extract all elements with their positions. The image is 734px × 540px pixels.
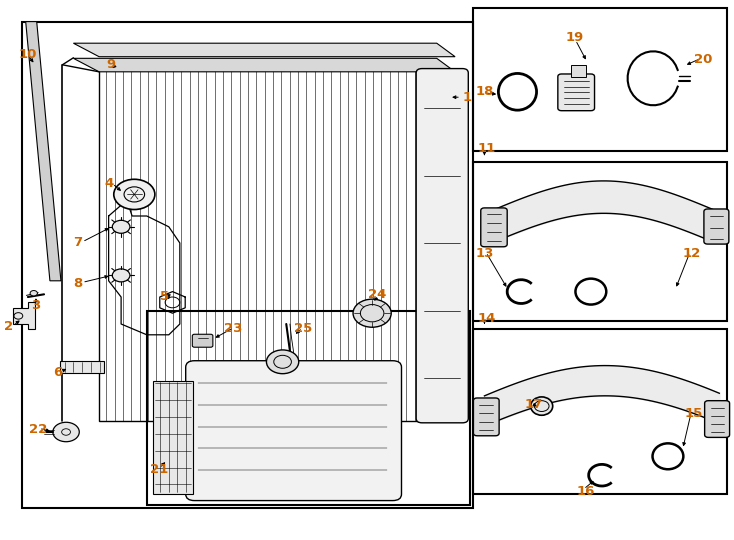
FancyBboxPatch shape xyxy=(705,401,730,437)
Bar xyxy=(473,8,727,151)
Circle shape xyxy=(353,299,391,327)
Text: 16: 16 xyxy=(576,485,595,498)
Text: 14: 14 xyxy=(477,312,495,325)
Text: 23: 23 xyxy=(224,322,242,335)
Text: 6: 6 xyxy=(54,366,63,379)
Text: 5: 5 xyxy=(160,291,169,303)
Polygon shape xyxy=(26,22,61,281)
Text: 9: 9 xyxy=(106,58,115,71)
Bar xyxy=(60,361,104,373)
Bar xyxy=(147,310,470,505)
Circle shape xyxy=(30,291,37,296)
FancyBboxPatch shape xyxy=(481,208,507,247)
Ellipse shape xyxy=(531,397,553,415)
Text: 10: 10 xyxy=(18,48,37,60)
Bar xyxy=(99,70,422,421)
Bar xyxy=(473,329,727,494)
Text: 19: 19 xyxy=(565,31,584,44)
Bar xyxy=(22,22,473,508)
FancyBboxPatch shape xyxy=(558,74,595,111)
Text: 11: 11 xyxy=(477,142,495,155)
Text: 7: 7 xyxy=(73,237,82,249)
FancyBboxPatch shape xyxy=(704,209,729,244)
Text: 25: 25 xyxy=(294,322,312,335)
Text: 24: 24 xyxy=(368,288,387,301)
Text: 21: 21 xyxy=(150,463,169,476)
Polygon shape xyxy=(73,58,455,72)
Text: 1: 1 xyxy=(462,91,471,104)
Polygon shape xyxy=(73,43,455,57)
FancyBboxPatch shape xyxy=(416,69,468,423)
Circle shape xyxy=(112,220,130,233)
Text: 13: 13 xyxy=(476,247,494,260)
Text: 15: 15 xyxy=(684,407,702,420)
Text: 8: 8 xyxy=(73,277,83,290)
Bar xyxy=(571,65,586,77)
Text: 12: 12 xyxy=(683,247,701,260)
Text: 3: 3 xyxy=(31,299,40,312)
Circle shape xyxy=(112,269,130,282)
Text: 20: 20 xyxy=(694,53,712,66)
Text: 17: 17 xyxy=(525,399,543,411)
Circle shape xyxy=(114,179,155,210)
Text: 18: 18 xyxy=(476,85,494,98)
Circle shape xyxy=(266,350,299,374)
FancyBboxPatch shape xyxy=(473,398,499,436)
Bar xyxy=(153,381,193,494)
FancyBboxPatch shape xyxy=(192,334,213,347)
Circle shape xyxy=(53,422,79,442)
Text: 2: 2 xyxy=(4,320,12,333)
Text: 4: 4 xyxy=(104,177,114,190)
Polygon shape xyxy=(13,302,35,329)
Text: 22: 22 xyxy=(29,423,48,436)
FancyBboxPatch shape xyxy=(186,361,401,501)
Bar xyxy=(473,162,727,321)
